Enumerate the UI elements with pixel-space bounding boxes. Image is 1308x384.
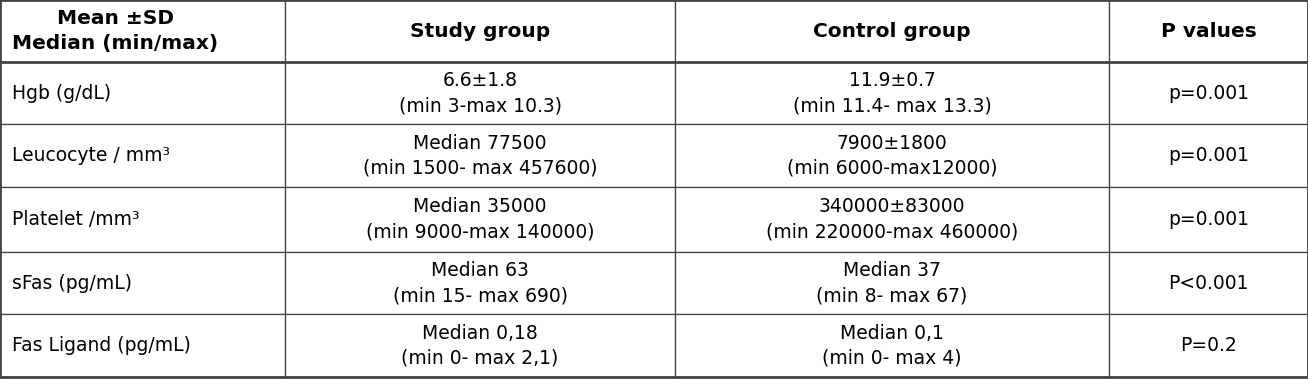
- Bar: [1109, 187, 1308, 252]
- Bar: [0, 187, 285, 252]
- Text: Study group: Study group: [409, 22, 551, 41]
- Bar: [285, 187, 675, 252]
- Text: Median 35000
(min 9000-max 140000): Median 35000 (min 9000-max 140000): [366, 197, 594, 242]
- Bar: [285, 252, 675, 314]
- Bar: [675, 0, 1109, 62]
- Text: sFas (pg/mL): sFas (pg/mL): [12, 274, 132, 293]
- Text: P=0.2: P=0.2: [1180, 336, 1237, 355]
- Bar: [0, 124, 285, 187]
- Text: Platelet /mm³: Platelet /mm³: [12, 210, 140, 229]
- Text: Median 77500
(min 1500- max 457600): Median 77500 (min 1500- max 457600): [362, 134, 598, 177]
- Bar: [675, 187, 1109, 252]
- Bar: [1109, 314, 1308, 377]
- Bar: [675, 314, 1109, 377]
- Text: Leucocyte / mm³: Leucocyte / mm³: [12, 146, 170, 165]
- Bar: [285, 124, 675, 187]
- Bar: [675, 62, 1109, 124]
- Text: Median 63
(min 15- max 690): Median 63 (min 15- max 690): [392, 262, 568, 305]
- Text: Control group: Control group: [814, 22, 971, 41]
- Bar: [0, 62, 285, 124]
- Bar: [1109, 62, 1308, 124]
- Bar: [1109, 0, 1308, 62]
- Bar: [0, 0, 285, 62]
- Text: P<0.001: P<0.001: [1168, 274, 1249, 293]
- Text: 340000±83000
(min 220000-max 460000): 340000±83000 (min 220000-max 460000): [766, 197, 1018, 242]
- Text: p=0.001: p=0.001: [1168, 146, 1249, 165]
- Bar: [675, 252, 1109, 314]
- Text: 11.9±0.7
(min 11.4- max 13.3): 11.9±0.7 (min 11.4- max 13.3): [793, 71, 991, 115]
- Bar: [0, 252, 285, 314]
- Bar: [285, 0, 675, 62]
- Text: Fas Ligand (pg/mL): Fas Ligand (pg/mL): [12, 336, 191, 355]
- Bar: [1109, 124, 1308, 187]
- Text: Mean ±SD
Median (min/max): Mean ±SD Median (min/max): [12, 9, 218, 53]
- Text: Median 0,18
(min 0- max 2,1): Median 0,18 (min 0- max 2,1): [402, 324, 559, 367]
- Bar: [1109, 252, 1308, 314]
- Text: Hgb (g/dL): Hgb (g/dL): [12, 84, 111, 103]
- Bar: [0, 314, 285, 377]
- Bar: [285, 62, 675, 124]
- Text: Median 0,1
(min 0- max 4): Median 0,1 (min 0- max 4): [823, 324, 961, 367]
- Bar: [675, 124, 1109, 187]
- Bar: [285, 314, 675, 377]
- Text: p=0.001: p=0.001: [1168, 84, 1249, 103]
- Text: Median 37
(min 8- max 67): Median 37 (min 8- max 67): [816, 262, 968, 305]
- Text: p=0.001: p=0.001: [1168, 210, 1249, 229]
- Text: P values: P values: [1160, 22, 1257, 41]
- Text: 7900±1800
(min 6000-max12000): 7900±1800 (min 6000-max12000): [787, 134, 997, 177]
- Text: 6.6±1.8
(min 3-max 10.3): 6.6±1.8 (min 3-max 10.3): [399, 71, 561, 115]
